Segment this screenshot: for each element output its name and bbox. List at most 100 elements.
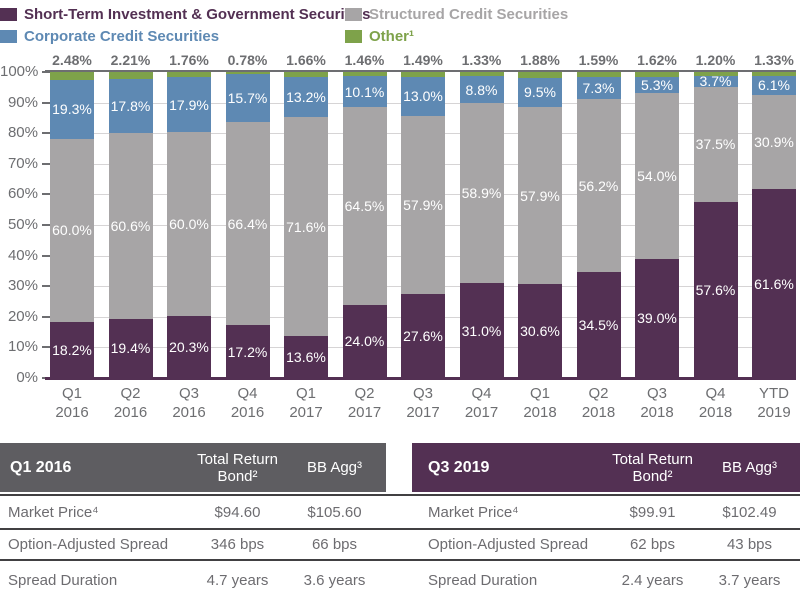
table-value: 62 bps [629, 536, 676, 553]
segment: 17.9% [167, 77, 211, 133]
segment-value-label: 64.5% [344, 197, 385, 214]
segment: 19.4% [108, 318, 153, 379]
segment: 13.0% [401, 76, 445, 117]
segment: 58.9% [459, 102, 504, 284]
short-term-swatch-icon [0, 7, 17, 21]
segment: 30.6% [518, 284, 562, 379]
comparison-table-rows: Market Price⁴ $94.60 $105.60 Market Price⁴ $… [0, 494, 800, 600]
segment: 17.8% [108, 78, 153, 134]
table-value: $102.49 [722, 503, 777, 521]
bar-q1-2018: 1.88% 9.5% 57.9% 30.6% [518, 52, 562, 379]
bar-ytd-2019: 1.33% 6.1% 30.9% 61.6% [752, 52, 796, 378]
segment [108, 72, 153, 79]
y-axis-label: 20% [7, 307, 38, 325]
y-axis-tick [42, 346, 50, 349]
bar-q1-2017: 1.66% 13.2% 71.6% 13.6% [284, 52, 328, 379]
segment-value-label: 30.6% [520, 323, 560, 340]
bar-q3-2018: 1.62% 5.3% 54.0% 39.0% [635, 52, 679, 379]
table-value: 3.7 years [718, 572, 781, 589]
table-row-label: Market Price⁴ [8, 503, 99, 521]
legend-label: Other¹ [369, 27, 414, 45]
legend-item-other: Other¹ [345, 25, 568, 47]
other-value-label: 1.76% [169, 52, 209, 68]
table-row: Market Price⁴ $94.60 $105.60 Market Price⁴ $… [0, 494, 800, 528]
segment-value-label: 57.6% [695, 281, 736, 298]
other-value-label: 1.62% [637, 52, 677, 68]
y-axis-label: 30% [7, 277, 38, 295]
bar-q1-2016: 2.48% 19.3% 60.0% 18.2% [50, 52, 94, 378]
x-axis-label: Q2 2016 [113, 385, 148, 421]
column-header-bb-agg: BB Agg³ [306, 459, 363, 476]
table-value: 43 bps [726, 536, 773, 553]
legend-column-2: Structured Credit Securities Other¹ [345, 3, 568, 47]
segment: 3.7% [693, 74, 738, 88]
x-axis-label: Q4 2017 [464, 385, 499, 421]
table-value: 346 bps [210, 536, 265, 553]
segment [167, 72, 211, 78]
segment: 64.5% [342, 107, 387, 305]
column-header-total-return-bond: Total Return Bond² [197, 450, 278, 485]
other-value-label: 2.48% [52, 52, 92, 68]
segment-value-label: 39.0% [637, 310, 677, 327]
segment [342, 72, 387, 77]
y-axis-tick [42, 254, 50, 257]
segment-value-label: 57.9% [520, 187, 560, 204]
table-row-label: Market Price⁴ [428, 503, 519, 521]
x-axis-label: Q2 2018 [581, 385, 616, 421]
segment-value-label: 37.5% [695, 136, 736, 153]
table-row-label: Spread Duration [428, 572, 538, 589]
y-axis-label: 70% [7, 154, 38, 172]
column-header-bb-agg: BB Agg³ [721, 459, 778, 476]
segment-value-label: 66.4% [227, 215, 268, 232]
segment: 60.0% [50, 138, 94, 323]
segment: 17.2% [225, 325, 270, 378]
segment-value-label: 19.4% [110, 340, 151, 357]
bar-q4-2016: 0.78% 15.7% 66.4% 17.2% [225, 52, 270, 378]
segment [284, 72, 328, 78]
y-axis-label: 80% [7, 124, 38, 142]
segment-value-label: 17.8% [110, 98, 151, 114]
legend-item-corporate-credit: Corporate Credit Securities [0, 25, 370, 47]
segment-value-label: 6.1% [758, 77, 790, 94]
bar-q2-2016: 2.21% 17.8% 60.6% 19.4% [108, 52, 153, 379]
segment-value-label: 60.6% [110, 217, 151, 234]
other-swatch-icon [345, 29, 362, 43]
table-value: 3.6 years [303, 572, 366, 589]
segment-value-label: 7.3% [582, 80, 615, 97]
column-header-total-return-bond: Total Return Bond² [612, 450, 693, 485]
segment-value-label: 58.9% [461, 185, 502, 202]
segment [693, 72, 738, 76]
table-row-label: Option-Adjusted Spread [428, 536, 589, 553]
segment-value-label: 5.3% [641, 77, 673, 94]
segment: 30.9% [752, 94, 796, 190]
segment-value-label: 17.2% [227, 343, 268, 360]
segment-value-label: 71.6% [286, 218, 326, 235]
segment: 24.0% [342, 304, 387, 378]
bar-q3-2017: 1.49% 13.0% 57.9% 27.6% [401, 52, 445, 378]
x-axis-label: YTD 2019 [757, 385, 791, 421]
table-row: Option-Adjusted Spread 346 bps 66 bps Optio… [0, 528, 800, 559]
segment: 71.6% [284, 117, 328, 337]
segment-value-label: 19.3% [52, 101, 92, 118]
y-axis-label: 50% [7, 216, 38, 233]
chart-baseline [45, 377, 796, 380]
corporate-credit-swatch-icon [0, 29, 17, 43]
legend-column-1: Short-Term Investment & Government Secur… [0, 3, 370, 47]
segment: 60.0% [167, 132, 211, 316]
segment: 9.5% [518, 77, 562, 107]
segment: 57.9% [401, 116, 445, 294]
segment: 39.0% [635, 258, 679, 379]
segment-value-label: 15.7% [227, 90, 268, 107]
table-header-q1-2016: Q1 2016 Total Return Bond² BB Agg³ [0, 443, 386, 492]
segment-value-label: 17.9% [169, 96, 209, 113]
segment: 60.6% [108, 133, 153, 319]
other-value-label: 1.66% [286, 52, 326, 68]
chart-top-axis-line [45, 70, 796, 72]
legend-label: Corporate Credit Securities [24, 27, 220, 45]
y-axis-label: 0% [16, 369, 38, 386]
segment-value-label: 18.2% [52, 342, 92, 359]
y-axis: 100% 90% 80% 70% 60% 50% 40% 30% 20% 10% 0% [0, 63, 50, 386]
segment: 19.3% [50, 79, 94, 139]
table-row-label: Option-Adjusted Spread [8, 536, 169, 553]
